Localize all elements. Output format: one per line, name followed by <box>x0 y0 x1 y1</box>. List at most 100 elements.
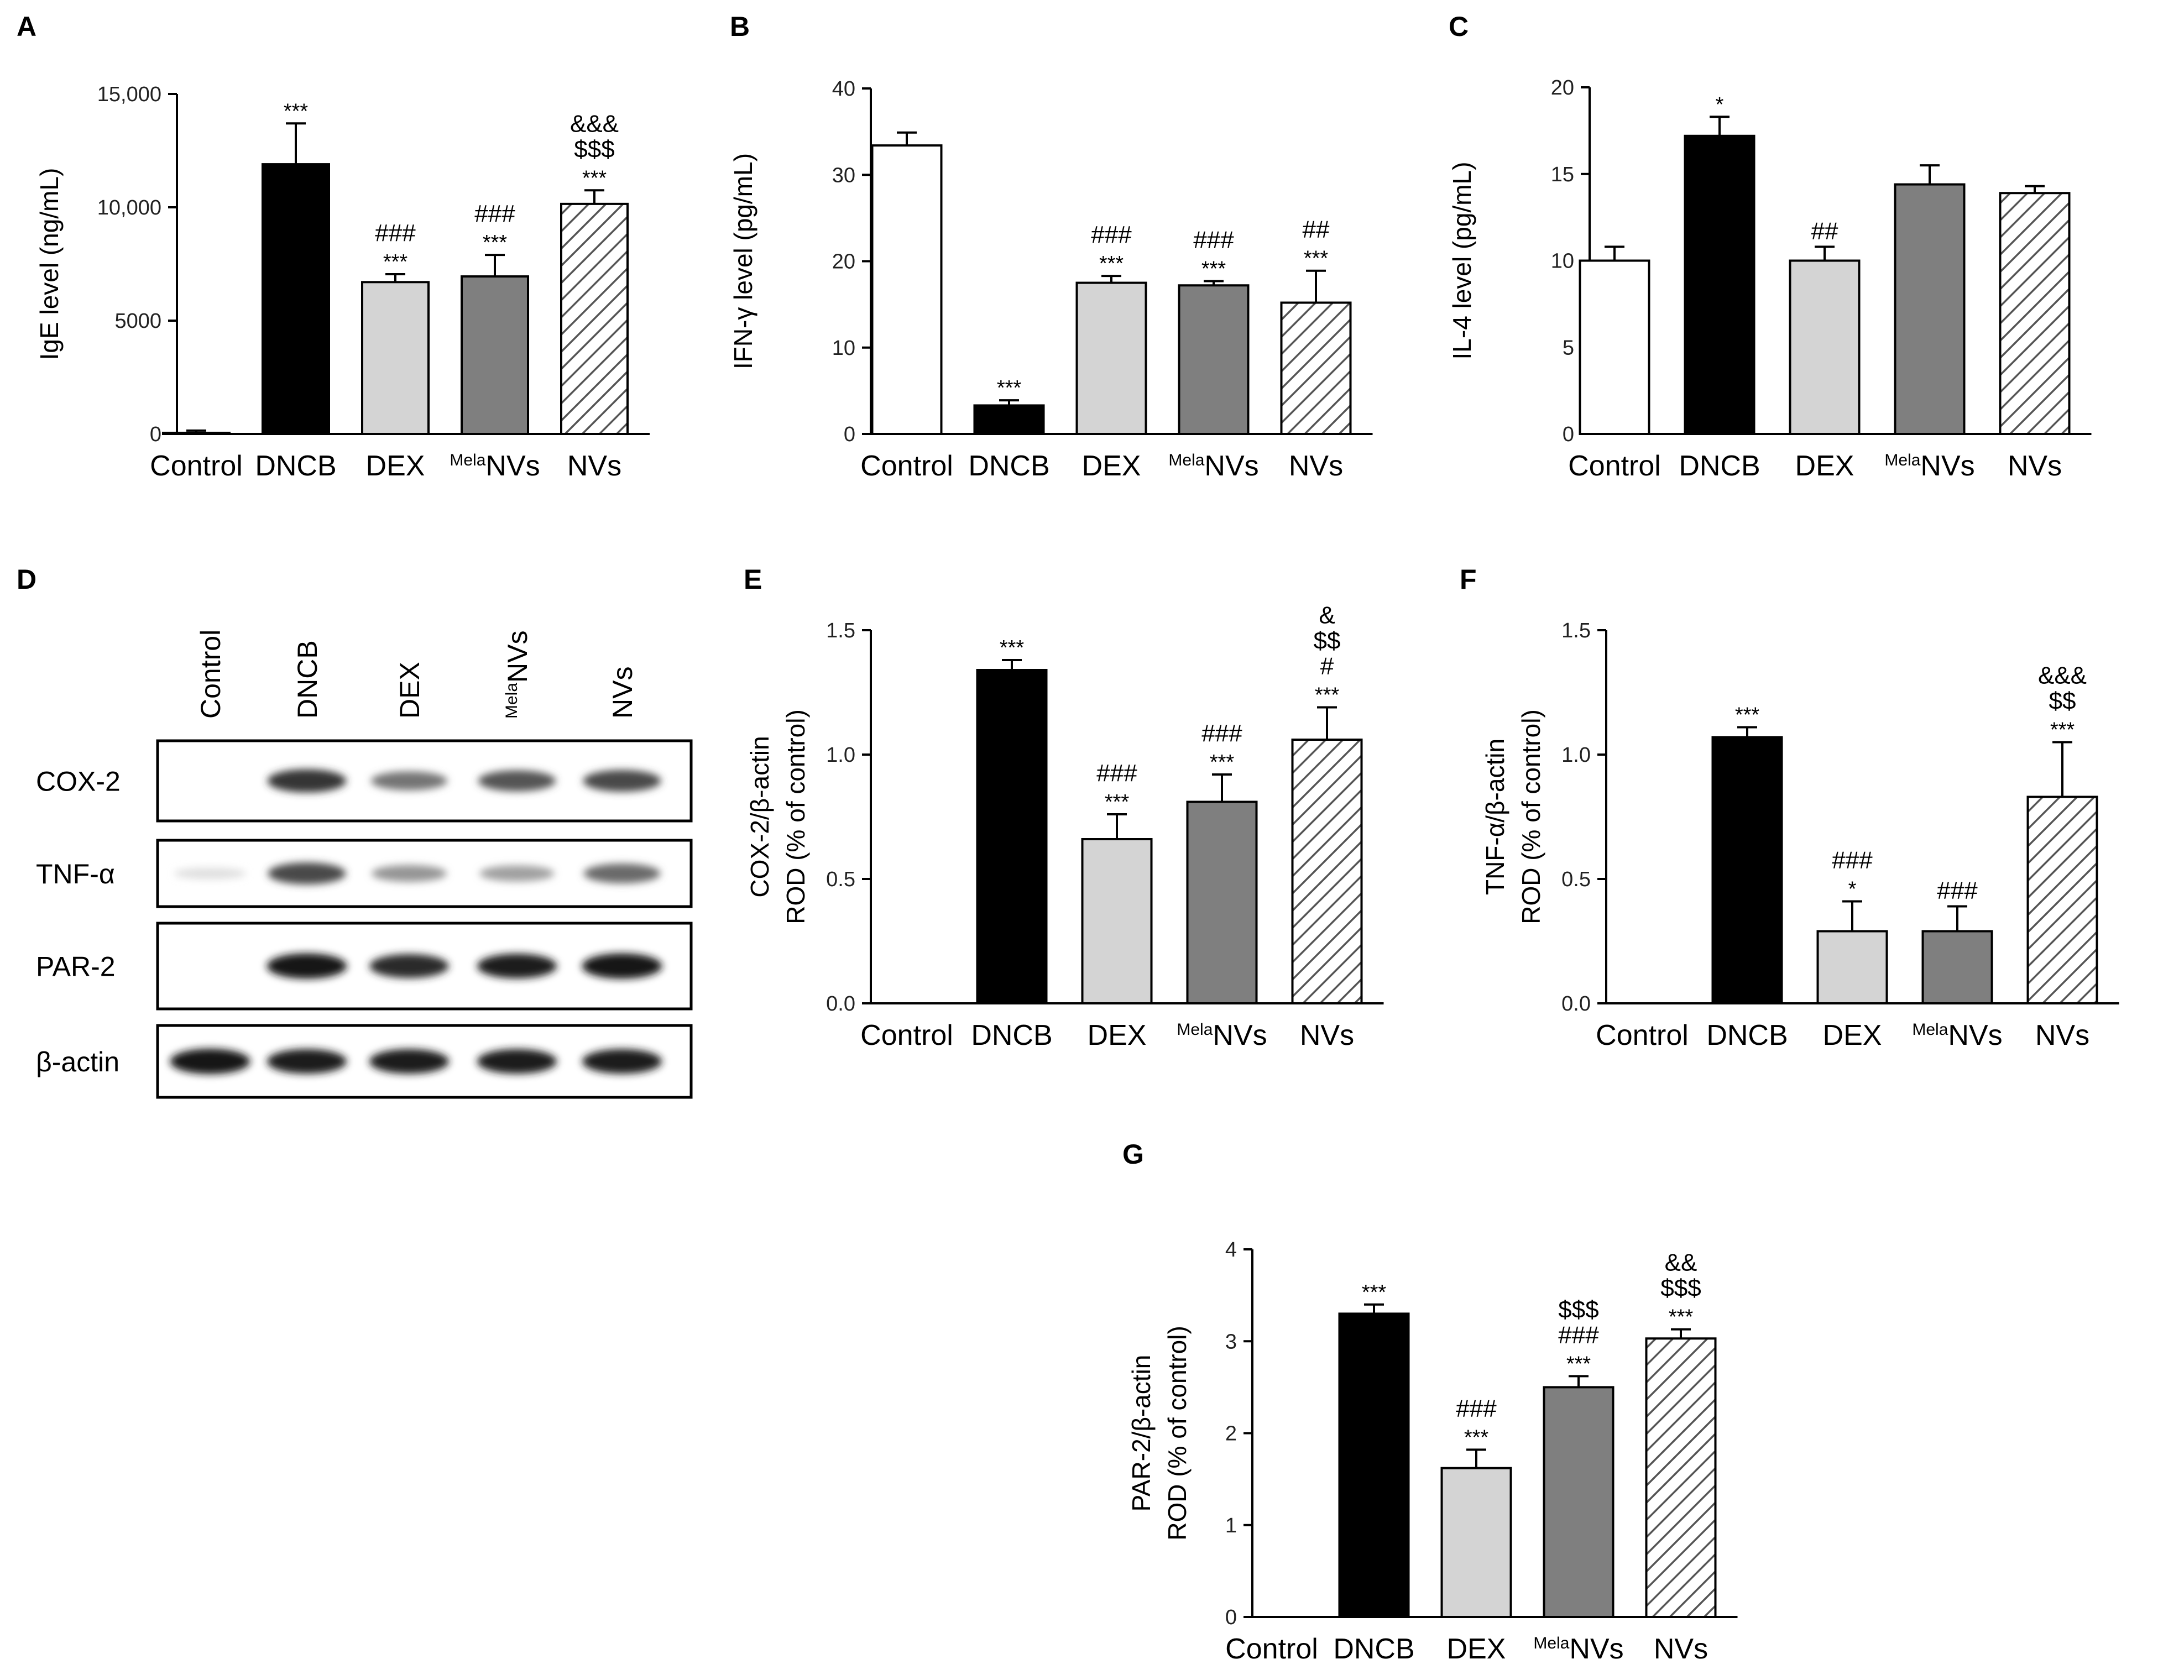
category-main: NVs <box>1920 450 1974 482</box>
significance-label: ### <box>1558 1321 1599 1348</box>
category-main: NVs <box>1289 450 1343 482</box>
category-main: DEX <box>1088 1019 1147 1051</box>
significance-label: $$$ <box>1660 1275 1701 1302</box>
y-tick-label: 40 <box>832 77 855 101</box>
x-category-label: DEX <box>1088 1019 1147 1051</box>
panel-letter-e: E <box>744 564 762 595</box>
y-tick-label: 10 <box>832 337 855 360</box>
y-tick-label: 3 <box>1225 1330 1237 1353</box>
significance-label: ### <box>1201 720 1242 747</box>
category-main: DNCB <box>968 450 1049 482</box>
panel-letter-f: F <box>1460 564 1477 595</box>
blot-band <box>477 954 557 978</box>
category-main: NVs <box>485 450 540 482</box>
significance-label: ### <box>1832 847 1873 874</box>
significance-label: ### <box>1456 1395 1497 1422</box>
x-category-label: NVs <box>2008 450 2062 482</box>
lane-main: Control <box>195 630 226 719</box>
category-main: Control <box>150 450 243 482</box>
blot-lane-label: Control <box>195 630 226 719</box>
significance-label: *** <box>1464 1426 1489 1449</box>
panel-letter-a: A <box>17 11 36 42</box>
bar-dncb <box>1711 736 1783 1004</box>
y-axis-label: ROD (% of control) <box>781 709 810 924</box>
y-tick-label: 0 <box>844 423 855 446</box>
category-main: Control <box>860 450 953 482</box>
blot-band <box>369 954 449 978</box>
x-category-label: Control <box>860 450 953 482</box>
significance-label: *** <box>1304 247 1329 270</box>
category-superscript: Mela <box>1177 1020 1213 1039</box>
category-main: NVs <box>2008 450 2062 482</box>
bar-melanvs <box>1186 800 1258 1004</box>
significance-label: # <box>1320 653 1334 680</box>
significance-label: &&& <box>570 110 619 137</box>
bar-dex <box>1075 281 1147 435</box>
significance-label: *** <box>1105 791 1130 814</box>
bar-dncb <box>973 404 1045 435</box>
category-main: Control <box>1596 1019 1689 1051</box>
category-main: DNCB <box>1679 450 1760 482</box>
category-main: DNCB <box>255 450 336 482</box>
y-axis-label: IgE level (ng/mL) <box>35 168 64 360</box>
significance-label: *** <box>1210 751 1235 774</box>
bar-dncb <box>1338 1312 1410 1618</box>
category-main: Control <box>860 1019 953 1051</box>
y-tick-label: 1.0 <box>826 744 855 767</box>
category-superscript: Mela <box>1533 1634 1569 1652</box>
y-tick-label: 1.5 <box>826 619 855 642</box>
x-category-label: Control <box>150 450 243 482</box>
lane-main: DEX <box>394 662 425 719</box>
category-main: DEX <box>1447 1633 1506 1665</box>
significance-label: $$ <box>2049 688 2076 715</box>
panel-letter-c: C <box>1449 11 1469 42</box>
x-category-label: NVs <box>1654 1633 1708 1665</box>
blot-band <box>267 769 347 793</box>
blot-band <box>477 1049 557 1074</box>
significance-label: ### <box>1091 221 1132 248</box>
blot-lane-label: NVs <box>607 667 638 719</box>
blot-lane-label: DEX <box>394 662 425 719</box>
y-tick-label: 10,000 <box>97 196 161 219</box>
significance-label: ## <box>1303 216 1330 243</box>
bar-nvs <box>1645 1337 1717 1618</box>
category-main: DNCB <box>1333 1633 1414 1665</box>
y-tick-label: 15 <box>1551 163 1574 186</box>
bar-control <box>871 144 943 435</box>
significance-label: * <box>1716 93 1724 116</box>
significance-label: *** <box>997 376 1022 400</box>
y-axis-label: IL-4 level (pg/mL) <box>1448 162 1476 360</box>
y-tick-label: 1.0 <box>1561 744 1591 767</box>
significance-label: && <box>1665 1249 1697 1276</box>
significance-label: $$$ <box>574 135 614 163</box>
chart-panel-f-tnf-alpha: 0.0 0.5 1.0 1.5 TNF-α/β-actin ROD (% of contr… <box>1481 619 2119 1051</box>
x-category-label: NVs <box>1289 450 1343 482</box>
bar-control <box>1579 259 1650 435</box>
blot-band <box>479 865 555 882</box>
x-category-label: NVs <box>2035 1019 2089 1051</box>
significance-label: ### <box>1937 877 1978 904</box>
blot-band <box>583 770 661 792</box>
chart-panel-c-il4: 0 5 10 15 20 IL-4 level (pg/mL) Control * DNCB ##… <box>1448 76 2092 482</box>
bar-dex <box>1789 259 1861 435</box>
lane-main: NVs <box>607 667 638 719</box>
x-category-label: DEX <box>1447 1633 1506 1665</box>
bar-dncb <box>976 669 1048 1004</box>
bar-melanvs <box>1543 1386 1615 1618</box>
chart-panel-g-par2: 0 1 2 3 4 PAR-2/β-actin ROD (% of control) Cont… <box>1127 1238 1738 1665</box>
significance-label: & <box>1319 602 1335 629</box>
x-category-label: MelaNVs <box>1884 450 1974 482</box>
bar-dex <box>1440 1467 1512 1619</box>
significance-label: ### <box>375 219 416 247</box>
x-category-label: MelaNVs <box>1177 1019 1267 1051</box>
bar-nvs <box>1280 301 1352 435</box>
chart-panel-a-ige: 0 5000 10,000 15,000 IgE level (ng/mL) Contro… <box>35 83 650 482</box>
x-category-label: DEX <box>1795 450 1854 482</box>
x-category-label: Control <box>1596 1019 1689 1051</box>
y-axis-label: COX-2/β-actin <box>745 736 774 897</box>
significance-label: *** <box>1735 704 1760 727</box>
y-tick-label: 0.5 <box>826 868 855 891</box>
x-category-label: MelaNVs <box>1912 1019 2002 1051</box>
y-tick-label: 0 <box>150 423 161 446</box>
